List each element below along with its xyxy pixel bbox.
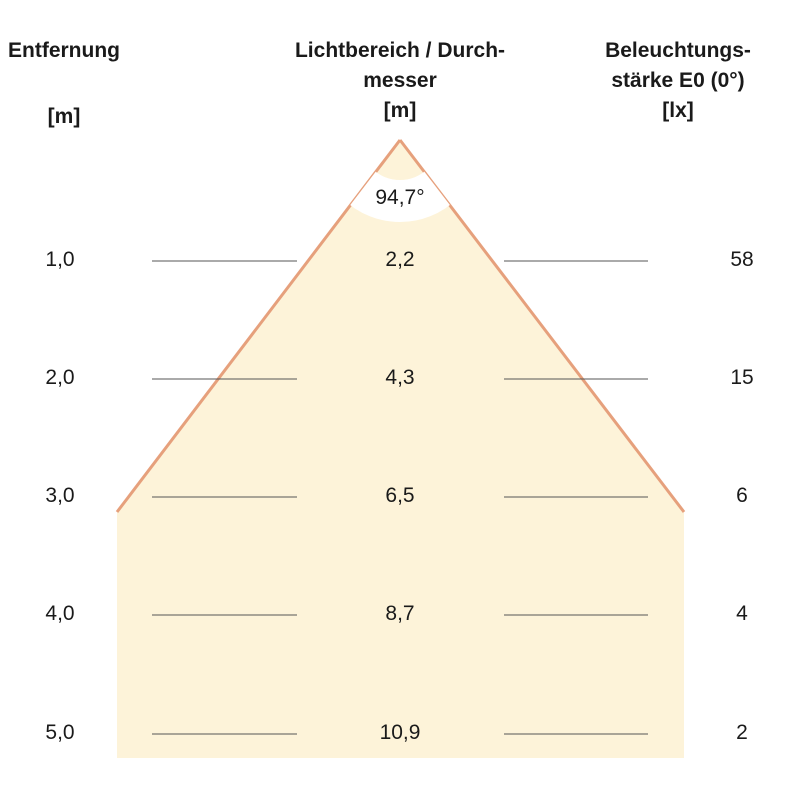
distance-header: Entfernung [m] (0, 36, 128, 132)
row-illuminance: 15 (730, 366, 754, 389)
row-illuminance: 6 (736, 484, 748, 507)
illuminance-header: Beleuchtungs- stärke E0 (0°) [lx] (578, 36, 778, 126)
row-illuminance: 58 (730, 248, 754, 271)
distance-unit: [m] (47, 105, 81, 128)
row-distance: 5,0 (45, 721, 75, 744)
row-diameter: 8,7 (385, 602, 415, 625)
light-cone (117, 140, 684, 758)
row-distance: 2,0 (45, 366, 75, 389)
angle-label-band (318, 140, 482, 222)
row-diameter: 6,5 (385, 484, 415, 507)
row-distance: 3,0 (45, 484, 75, 507)
diameter-title-2: messer (363, 69, 437, 92)
distance-title: Entfernung (8, 39, 120, 62)
diameter-unit: [m] (383, 99, 417, 122)
illuminance-unit: [lx] (662, 99, 694, 122)
beam-angle-label: 94,7° (375, 186, 425, 209)
diameter-header: Lichtbereich / Durch- messer [m] (250, 36, 550, 126)
row-distance: 4,0 (45, 602, 75, 625)
row-diameter: 2,2 (385, 248, 415, 271)
row-illuminance: 4 (736, 602, 748, 625)
illuminance-title-2: stärke E0 (0°) (611, 69, 745, 92)
row-diameter: 4,3 (385, 366, 415, 389)
diameter-title-1: Lichtbereich / Durch- (294, 39, 506, 62)
row-diameter: 10,9 (379, 721, 421, 744)
row-distance: 1,0 (45, 248, 75, 271)
row-illuminance: 2 (736, 721, 748, 744)
illuminance-title-1: Beleuchtungs- (605, 39, 751, 62)
